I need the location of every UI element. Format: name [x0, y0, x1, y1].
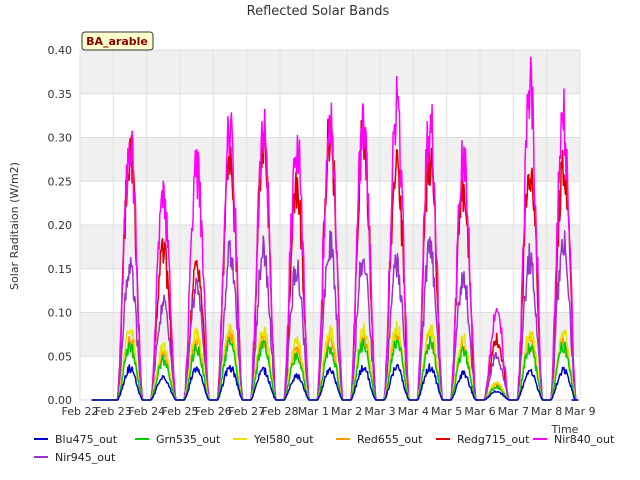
- x-tick-label: Mar 2: [331, 405, 362, 418]
- x-tick-label: Mar 8: [531, 405, 562, 418]
- y-tick-label: 0.40: [48, 44, 73, 57]
- legend-label: Grn535_out: [156, 433, 221, 446]
- legend-label: Nir840_out: [554, 433, 615, 446]
- tag-label: BA_arable: [86, 35, 148, 48]
- chart-title: Reflected Solar Bands: [247, 4, 390, 19]
- y-tick-label: 0.00: [48, 394, 73, 407]
- x-tick-label: Feb 23: [95, 405, 132, 418]
- y-tick-label: 0.30: [48, 132, 73, 145]
- y-tick-label: 0.15: [48, 263, 73, 276]
- x-tick-label: Mar 9: [564, 405, 595, 418]
- plot-band: [80, 268, 580, 313]
- legend-label: Red655_out: [357, 433, 423, 446]
- y-axis-label: Solar Raditaion (W/m2): [8, 162, 21, 290]
- x-tick-label: Feb 22: [62, 405, 99, 418]
- x-tick-label: Mar 6: [464, 405, 495, 418]
- series-layer: [91, 56, 579, 401]
- x-tick-label: Mar 1: [298, 405, 329, 418]
- x-tick-label: Feb 25: [162, 405, 199, 418]
- y-tick-label: 0.20: [48, 219, 73, 232]
- x-tick-label: Feb 26: [195, 405, 232, 418]
- y-tick-label: 0.10: [48, 307, 73, 320]
- y-tick-label: 0.25: [48, 175, 73, 188]
- legend-label: Yel580_out: [253, 433, 314, 446]
- x-tick-label: Mar 3: [364, 405, 395, 418]
- legend-label: Blu475_out: [55, 433, 118, 446]
- x-tick-label: Mar 7: [498, 405, 529, 418]
- x-tick-label: Feb 24: [128, 405, 165, 418]
- plot-band: [80, 181, 580, 225]
- x-tick-label: Mar 5: [431, 405, 462, 418]
- y-tick-label: 0.35: [48, 88, 73, 101]
- tag-box: BA_arable: [81, 31, 154, 51]
- series-line-blu475_out: [91, 363, 579, 401]
- plot-band: [80, 50, 580, 94]
- legend-label: Nir945_out: [55, 451, 116, 464]
- x-tick-label: Feb 27: [228, 405, 265, 418]
- legend-label: Redg715_out: [457, 433, 530, 446]
- x-axis-label: Time: [551, 423, 579, 436]
- x-tick-label: Mar 4: [398, 405, 429, 418]
- y-axis-ticks: 0.00 0.05 0.10 0.15 0.20 0.25 0.30 0.35 0.40: [48, 44, 73, 407]
- y-tick-label: 0.05: [48, 350, 73, 363]
- legend: Blu475_out Grn535_out Yel580_out Red655_out…: [34, 433, 615, 464]
- x-tick-label: Feb 28: [262, 405, 299, 418]
